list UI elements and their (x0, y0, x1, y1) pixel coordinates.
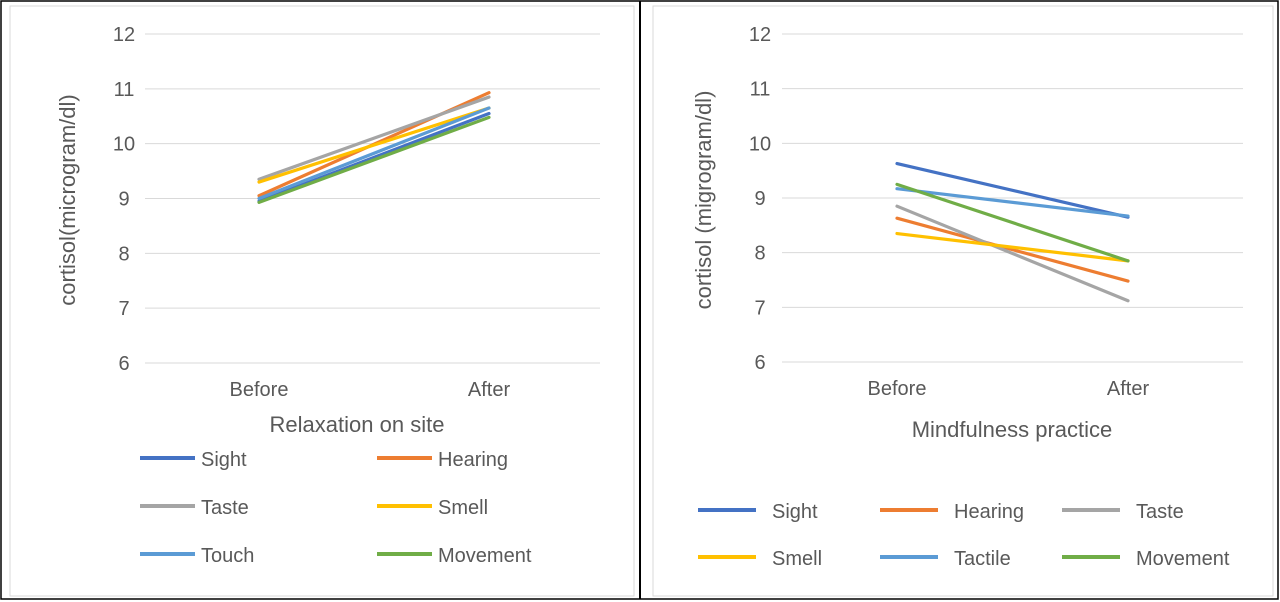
left-chart-border (9, 5, 635, 597)
y-tick-label: 6 (118, 353, 129, 375)
y-tick-label: 12 (749, 24, 771, 46)
legend-label-sight: Sight (201, 449, 247, 471)
legend-label-taste: Taste (1136, 501, 1184, 523)
series-line-smell (895, 231, 1130, 263)
right-chart-border (652, 5, 1274, 597)
chart-relaxation-on-site: 6 7 8 9 10 11 12 Before After cortisol(microgram/… (55, 24, 600, 567)
legend-label-touch: Touch (201, 545, 254, 567)
y-tick-label: 11 (114, 79, 135, 101)
y-tick-label: 9 (118, 189, 129, 211)
y-tick-label: 10 (113, 134, 135, 156)
y-tick-label: 11 (750, 79, 771, 101)
series-line-taste (895, 204, 1130, 303)
y-tick-label: 12 (113, 24, 135, 46)
y-tick-label: 7 (754, 297, 765, 319)
series-line-movement (895, 182, 1130, 263)
y-tick-label: 8 (118, 243, 129, 265)
y-tick-label: 8 (754, 243, 765, 265)
series-line-hearing (895, 216, 1130, 283)
legend-label-movement: Movement (438, 545, 532, 567)
y-tick-label: 10 (749, 133, 771, 155)
y-tick-label: 9 (754, 188, 765, 210)
legend-label-tactile: Tactile (954, 548, 1011, 570)
y-axis-label: cortisol(microgram/dl) (55, 94, 80, 305)
legend-label-hearing: Hearing (438, 449, 508, 471)
series-line-taste (257, 95, 491, 181)
legend-label-taste: Taste (201, 497, 249, 519)
y-tick-label: 6 (754, 352, 765, 374)
y-axis-label: cortisol (migrogram/dl) (691, 91, 716, 310)
x-axis-title: Relaxation on site (270, 412, 445, 437)
y-tick-label: 7 (118, 298, 129, 320)
legend-label-hearing: Hearing (954, 501, 1024, 523)
legend-label-movement: Movement (1136, 548, 1230, 570)
x-axis-title: Mindfulness practice (912, 417, 1113, 442)
chart-mindfulness-practice: 6 7 8 9 10 11 12 Before After cortisol (migrogram… (691, 24, 1243, 570)
series-line-sight (895, 161, 1130, 219)
series-line-smell (257, 106, 491, 184)
legend-label-smell: Smell (438, 497, 488, 519)
x-tick-label: After (468, 379, 511, 401)
series-line-touch (257, 106, 491, 201)
series-line-tactile (895, 187, 1130, 218)
x-tick-label: Before (230, 379, 289, 401)
legend-label-smell: Smell (772, 548, 822, 570)
x-tick-label: Before (868, 378, 927, 400)
legend-label-sight: Sight (772, 501, 818, 523)
x-tick-label: After (1107, 378, 1150, 400)
series-line-movement (257, 115, 491, 204)
